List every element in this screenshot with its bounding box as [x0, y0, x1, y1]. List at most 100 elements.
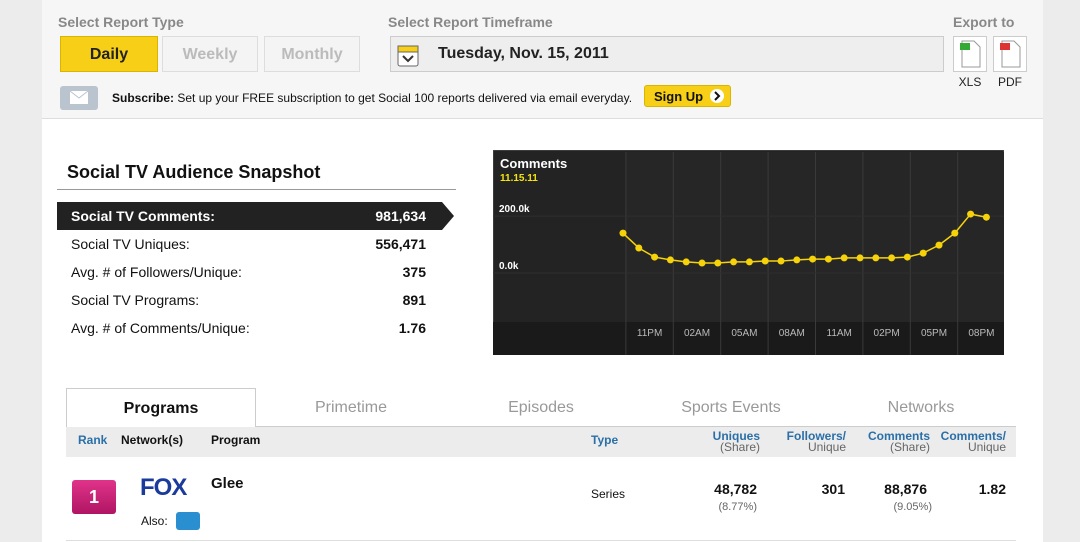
- tab[interactable]: Networks: [887, 399, 955, 416]
- point: [635, 244, 643, 252]
- snapshot-row: Social TV Uniques: 556,471: [57, 230, 442, 258]
- point: [809, 255, 817, 263]
- report-type-button[interactable]: Monthly: [264, 36, 360, 72]
- column-band: [815, 152, 863, 322]
- tab[interactable]: Primetime: [314, 399, 387, 416]
- column-header: (Share): [719, 440, 760, 454]
- point: [872, 254, 880, 262]
- snapshot-title: Social TV Audience Snapshot: [67, 162, 321, 182]
- column-band: [957, 152, 1004, 322]
- point: [682, 258, 690, 266]
- tab[interactable]: Sports Events: [681, 399, 781, 416]
- column-header: Uniques: [712, 429, 760, 443]
- chart-title: Comments: [500, 156, 567, 171]
- point: [714, 259, 722, 267]
- point: [824, 255, 832, 263]
- point: [666, 256, 674, 264]
- point: [730, 258, 738, 266]
- column-band: [625, 152, 674, 322]
- arrow-icon: [710, 89, 724, 103]
- x-tick-label: 08AM: [779, 328, 805, 339]
- export-icon[interactable]: [953, 36, 987, 72]
- column-band: [720, 152, 769, 322]
- program-type: Series: [591, 487, 626, 501]
- snapshot-key: Social TV Comments:: [71, 208, 215, 224]
- row-divider: [66, 540, 1016, 541]
- x-tick-label: 11AM: [827, 328, 852, 339]
- subscribe-line: Subscribe: Set up your FREE subscription…: [112, 91, 632, 105]
- x-tick-label: 05PM: [921, 328, 947, 339]
- point: [761, 257, 769, 265]
- uniques: 48,782: [714, 481, 757, 497]
- point: [793, 256, 801, 264]
- snapshot-value: 1.76: [398, 320, 426, 336]
- column-header: (Share): [889, 440, 930, 454]
- point: [856, 254, 864, 262]
- column-band: [768, 152, 816, 322]
- snapshot-row: Avg. # of Followers/Unique: 375: [57, 258, 442, 286]
- sign-up-text: Sign Up: [654, 89, 704, 104]
- network-logo-small: [176, 512, 200, 530]
- calendar-icon: [397, 45, 419, 67]
- mail-icon: [60, 86, 98, 110]
- point: [935, 241, 943, 249]
- column-header: Comments: [867, 429, 930, 443]
- snapshot-value: 556,471: [375, 236, 426, 252]
- x-tick-label: 11PM: [637, 328, 662, 339]
- comments-share: (9.05%): [893, 501, 932, 513]
- divider: [57, 189, 456, 190]
- point: [698, 259, 706, 267]
- x-tick-label: 05AM: [731, 328, 757, 339]
- export-icon[interactable]: [993, 36, 1027, 72]
- date-picker[interactable]: Tuesday, Nov. 15, 2011: [390, 36, 944, 72]
- report-type-button[interactable]: Weekly: [162, 36, 258, 72]
- file-icon: [960, 40, 981, 68]
- tab[interactable]: Episodes: [508, 399, 574, 416]
- snapshot-value: 891: [402, 292, 426, 308]
- snapshot-row: Avg. # of Comments/Unique: 1.76: [57, 314, 442, 342]
- comments: 88,876: [884, 481, 927, 497]
- row-arrow: [442, 202, 454, 230]
- network-logo: FOX: [140, 474, 187, 501]
- column-band: [673, 152, 721, 322]
- chart-subtitle: 11.15.11: [500, 173, 538, 184]
- column-header: Program: [211, 433, 261, 447]
- file-icon: [1000, 40, 1021, 68]
- table-header-bg: [66, 426, 1016, 457]
- column-header: Type: [591, 433, 619, 447]
- point: [888, 254, 896, 262]
- sign-up-button[interactable]: Sign Up: [644, 85, 731, 107]
- x-tick-label: 02PM: [874, 328, 900, 339]
- point: [651, 253, 659, 261]
- column-header: Rank: [78, 433, 108, 447]
- also-label: Also:: [141, 514, 168, 528]
- point: [840, 254, 848, 262]
- column-header: Unique: [807, 440, 846, 454]
- report-type-label: Select Report Type: [58, 14, 184, 30]
- snapshot-key: Avg. # of Comments/Unique:: [71, 320, 250, 336]
- point: [919, 249, 927, 257]
- tab[interactable]: Programs: [66, 388, 256, 427]
- point: [745, 258, 753, 266]
- column-header: Unique: [967, 440, 1006, 454]
- x-axis-bg: [493, 322, 1004, 355]
- column-header: Followers/: [786, 429, 846, 443]
- y-tick-label: 0.0k: [499, 261, 519, 272]
- export-label: XLS: [958, 75, 982, 89]
- export-label: Export to: [953, 14, 1015, 30]
- date-text: Tuesday, Nov. 15, 2011: [438, 45, 609, 62]
- uniques-share: (8.77%): [718, 501, 757, 513]
- snapshot-row: Social TV Programs: 891: [57, 286, 442, 314]
- snapshot-key: Social TV Uniques:: [71, 236, 190, 252]
- followers: 301: [821, 481, 845, 497]
- snapshot-key: Social TV Programs:: [71, 292, 200, 308]
- point: [982, 213, 990, 221]
- x-tick-label: 02AM: [684, 328, 710, 339]
- column-header: Comments/: [940, 429, 1006, 443]
- snapshot-row: Social TV Comments: 981,634: [57, 202, 454, 230]
- report-type-button[interactable]: Daily: [60, 36, 158, 72]
- snapshot-value: 981,634: [375, 208, 426, 224]
- snapshot-key: Avg. # of Followers/Unique:: [71, 264, 242, 280]
- point: [777, 257, 785, 265]
- snapshot-value: 375: [402, 264, 426, 280]
